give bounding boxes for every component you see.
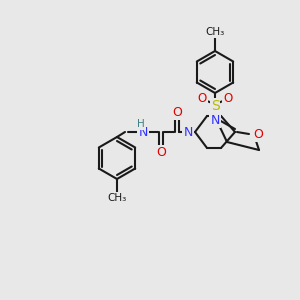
Text: O: O — [197, 92, 207, 106]
Text: O: O — [156, 146, 166, 158]
Text: CH₃: CH₃ — [107, 193, 127, 203]
Text: O: O — [172, 106, 182, 118]
Text: CH₃: CH₃ — [206, 27, 225, 37]
Text: N: N — [210, 113, 220, 127]
Text: O: O — [253, 128, 263, 140]
Text: S: S — [211, 99, 219, 113]
Text: N: N — [138, 125, 148, 139]
Text: H: H — [137, 119, 145, 129]
Text: O: O — [224, 92, 232, 106]
Text: N: N — [183, 125, 193, 139]
